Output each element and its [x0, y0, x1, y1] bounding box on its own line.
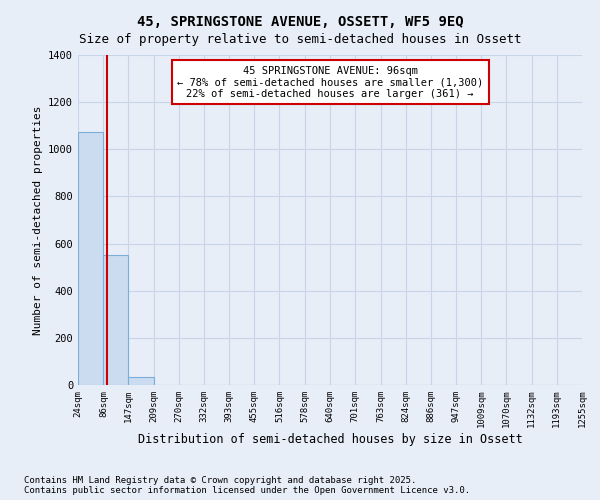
Bar	[103, 256, 128, 385]
X-axis label: Distribution of semi-detached houses by size in Ossett: Distribution of semi-detached houses by …	[137, 433, 523, 446]
Bar	[128, 377, 154, 385]
Text: Size of property relative to semi-detached houses in Ossett: Size of property relative to semi-detach…	[79, 32, 521, 46]
Text: Contains HM Land Registry data © Crown copyright and database right 2025.
Contai: Contains HM Land Registry data © Crown c…	[24, 476, 470, 495]
Bar	[78, 132, 103, 385]
Y-axis label: Number of semi-detached properties: Number of semi-detached properties	[32, 106, 43, 335]
Text: 45, SPRINGSTONE AVENUE, OSSETT, WF5 9EQ: 45, SPRINGSTONE AVENUE, OSSETT, WF5 9EQ	[137, 15, 463, 29]
Text: 45 SPRINGSTONE AVENUE: 96sqm
← 78% of semi-detached houses are smaller (1,300)
2: 45 SPRINGSTONE AVENUE: 96sqm ← 78% of se…	[177, 66, 484, 99]
